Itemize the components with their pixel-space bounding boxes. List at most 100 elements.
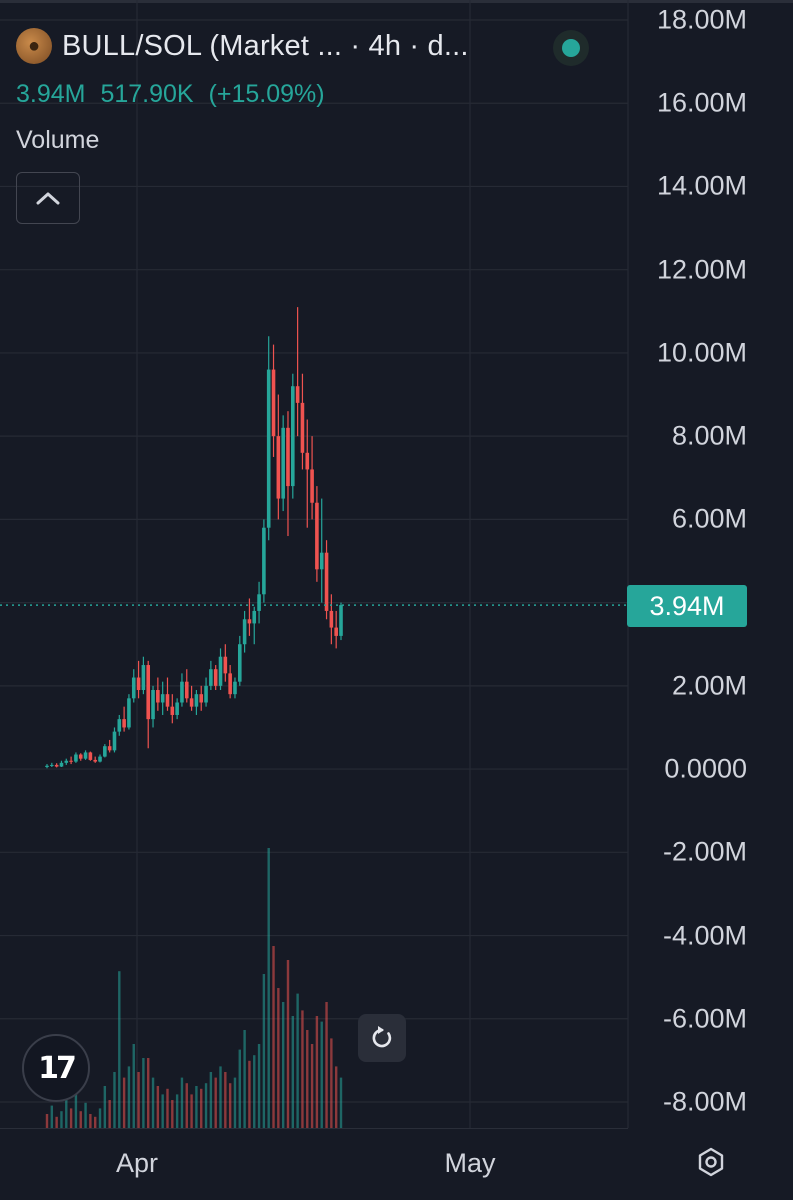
x-tick-label: Apr bbox=[115, 1148, 159, 1178]
status-dot-icon bbox=[562, 39, 580, 57]
volume-bar bbox=[156, 1086, 160, 1128]
volume-bar bbox=[113, 1072, 116, 1128]
volume-bar bbox=[45, 1114, 49, 1128]
volume-bar bbox=[228, 1083, 232, 1128]
candle-body bbox=[339, 605, 343, 636]
symbol-title[interactable]: BULL/SOL (Market ... · 4h · d... bbox=[62, 29, 469, 62]
candle-body bbox=[175, 702, 179, 715]
change-absolute: 517.90K bbox=[100, 80, 194, 108]
candle-body bbox=[184, 681, 189, 699]
candle-body bbox=[300, 402, 305, 453]
candle-body bbox=[315, 502, 319, 570]
last-value: 3.94M bbox=[16, 80, 86, 108]
volume-bar bbox=[118, 971, 121, 1128]
volume-bar bbox=[339, 1077, 343, 1128]
candle-body bbox=[199, 694, 204, 703]
volume-bar bbox=[281, 1002, 285, 1128]
volume-bar bbox=[103, 1086, 107, 1128]
candle-body bbox=[204, 685, 208, 703]
candle-body bbox=[194, 694, 199, 707]
candle-body bbox=[257, 594, 261, 611]
candle-body bbox=[103, 746, 107, 757]
volume-bar bbox=[233, 1077, 237, 1128]
candle-body bbox=[170, 706, 175, 715]
candle-body bbox=[233, 681, 237, 695]
candle-body bbox=[218, 656, 223, 686]
settings-button[interactable] bbox=[693, 1144, 729, 1180]
volume-bar bbox=[84, 1102, 87, 1128]
y-tick-label: 0.0000 bbox=[664, 753, 747, 784]
volume-bar bbox=[310, 1044, 314, 1128]
rotate-reset-icon bbox=[372, 1026, 392, 1048]
candle-body bbox=[156, 690, 160, 703]
volume-bar bbox=[151, 1077, 155, 1128]
y-tick-label: 18.00M bbox=[656, 4, 747, 35]
y-tick-label: 12.00M bbox=[656, 254, 747, 285]
candle-body bbox=[141, 665, 146, 691]
collapse-button[interactable] bbox=[16, 172, 80, 224]
volume-indicator-label[interactable]: Volume bbox=[16, 126, 100, 154]
candle-body bbox=[107, 746, 112, 751]
candle-body bbox=[319, 552, 324, 570]
volume-bar bbox=[190, 1094, 193, 1128]
bull-avatar-icon[interactable]: ● bbox=[16, 28, 52, 64]
candle-body bbox=[83, 752, 88, 759]
volume-bar bbox=[180, 1077, 184, 1128]
volume-bar bbox=[195, 1086, 198, 1128]
volume-bar bbox=[209, 1072, 213, 1128]
volume-bar bbox=[286, 960, 290, 1128]
volume-bar bbox=[204, 1083, 208, 1128]
volume-bar bbox=[69, 1108, 73, 1128]
market-status-indicator[interactable] bbox=[553, 30, 589, 66]
candle-body bbox=[54, 764, 59, 767]
candle-body bbox=[112, 731, 117, 751]
volume-bar bbox=[320, 1021, 323, 1128]
candle-body bbox=[242, 619, 247, 645]
candle-body bbox=[69, 760, 73, 762]
volume-bar bbox=[132, 1044, 135, 1128]
candle-body bbox=[160, 694, 165, 703]
candle-body bbox=[329, 610, 334, 628]
volume-bar bbox=[330, 1038, 333, 1128]
candle-body bbox=[180, 681, 184, 703]
volume-bar bbox=[277, 988, 280, 1128]
volume-bar bbox=[257, 1044, 261, 1128]
candle-body bbox=[247, 619, 252, 624]
y-tick-label: -4.00M bbox=[662, 920, 747, 951]
reset-chart-button[interactable] bbox=[358, 1014, 406, 1062]
volume-bar bbox=[243, 1030, 246, 1128]
candle-body bbox=[98, 756, 102, 762]
volume-bar bbox=[50, 1105, 54, 1128]
candle-body bbox=[136, 677, 141, 691]
tradingview-logo[interactable]: 17 bbox=[22, 1034, 90, 1102]
volume-bar bbox=[262, 974, 266, 1128]
volume-bar bbox=[301, 1010, 304, 1128]
candle-body bbox=[64, 760, 69, 763]
last-price-tag: 3.94M bbox=[627, 585, 747, 627]
volume-bar bbox=[93, 1116, 97, 1128]
volume-bar bbox=[224, 1072, 227, 1128]
volume-bar bbox=[325, 1002, 328, 1128]
candle-body bbox=[74, 754, 78, 762]
candle-body bbox=[213, 669, 218, 686]
candle-body bbox=[50, 764, 54, 766]
volume-bar bbox=[219, 1066, 222, 1128]
candle-body bbox=[228, 673, 232, 695]
volume-bar bbox=[334, 1066, 338, 1128]
volume-bar bbox=[89, 1114, 92, 1128]
candle-body bbox=[266, 369, 271, 528]
y-tick-label: 14.00M bbox=[656, 170, 747, 201]
volume-bar bbox=[142, 1058, 145, 1128]
y-tick-label: 8.00M bbox=[671, 420, 747, 451]
volume-bar bbox=[214, 1077, 217, 1128]
candle-body bbox=[151, 690, 155, 720]
volume-bar bbox=[127, 1066, 131, 1128]
volume-bar bbox=[166, 1088, 169, 1128]
grid-lines bbox=[0, 0, 629, 1128]
volume-bar bbox=[272, 946, 275, 1128]
volume-bar bbox=[108, 1100, 111, 1128]
volume-bar bbox=[253, 1055, 256, 1128]
candle-body bbox=[146, 665, 151, 720]
candle-body bbox=[45, 765, 49, 767]
